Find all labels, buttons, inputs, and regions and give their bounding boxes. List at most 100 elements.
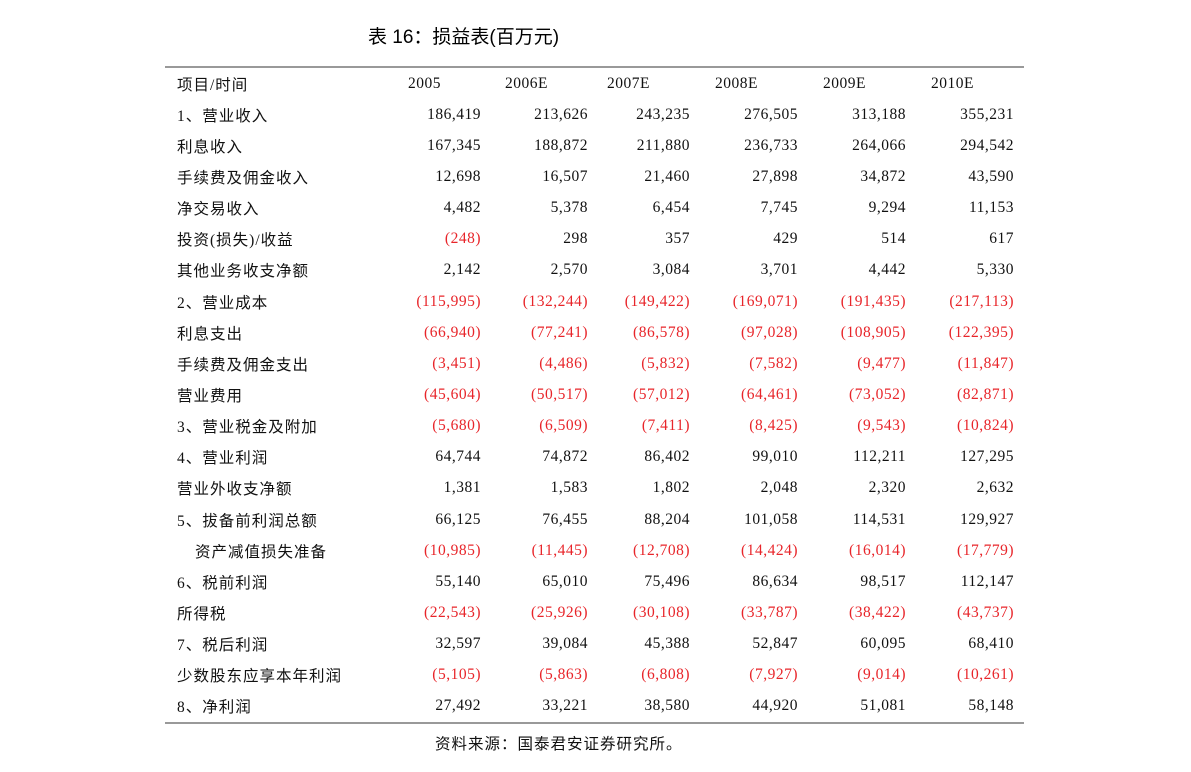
cell-value: 44,920 bbox=[752, 697, 798, 715]
cell-value: 167,345 bbox=[427, 136, 481, 154]
cell-value: 211,880 bbox=[636, 136, 690, 154]
cell-value: 9,294 bbox=[868, 199, 906, 217]
cell-value: (25,926) bbox=[531, 603, 588, 621]
cell-value: (5,863) bbox=[539, 666, 588, 684]
cell-value: 74,872 bbox=[542, 448, 588, 466]
row-label: 1、营业收入 bbox=[177, 107, 269, 125]
cell-value: 76,455 bbox=[542, 510, 588, 528]
row-label: 净交易收入 bbox=[177, 201, 260, 219]
table-row: 资产减值损失准备 (10,985) (11,445) (12,708) (14,424)… bbox=[165, 535, 1024, 566]
cell-value: 112,211 bbox=[853, 448, 906, 466]
cell-value: (43,737) bbox=[957, 603, 1014, 621]
cell-value: (8,425) bbox=[749, 417, 798, 435]
cell-value: (64,461) bbox=[741, 385, 798, 403]
cell-value: 43,590 bbox=[968, 167, 1014, 185]
cell-value: 1,802 bbox=[652, 479, 690, 497]
cell-value: 86,634 bbox=[752, 572, 798, 590]
income-statement-table: 项目/时间 2005 2006E 2007E 2008E 2009E 2010E… bbox=[165, 66, 1024, 724]
cell-value: 51,081 bbox=[860, 697, 906, 715]
cell-value: 264,066 bbox=[852, 136, 906, 154]
cell-value: 3,701 bbox=[760, 261, 798, 279]
cell-value: 2,632 bbox=[976, 479, 1014, 497]
row-label: 7、税后利润 bbox=[177, 637, 269, 655]
cell-value: 33,221 bbox=[542, 697, 588, 715]
row-label: 4、营业利润 bbox=[177, 450, 269, 468]
cell-value: 6,454 bbox=[652, 199, 690, 217]
cell-value: 60,095 bbox=[860, 635, 906, 653]
cell-value: (3,451) bbox=[432, 354, 481, 372]
column-header: 2008E bbox=[715, 74, 758, 92]
cell-value: 2,142 bbox=[443, 261, 481, 279]
cell-value: 429 bbox=[773, 230, 798, 248]
cell-value: 32,597 bbox=[435, 635, 481, 653]
table-title: 表 16：损益表(百万元) bbox=[368, 27, 560, 48]
table-row: 4、营业利润 64,744 74,872 86,402 99,010 112,211 127… bbox=[165, 442, 1024, 473]
cell-value: (5,105) bbox=[432, 666, 481, 684]
table-row: 营业外收支净额 1,381 1,583 1,802 2,048 2,320 2,632 bbox=[165, 473, 1024, 504]
row-label: 利息支出 bbox=[177, 325, 244, 343]
cell-value: (10,261) bbox=[957, 666, 1014, 684]
row-label: 3、营业税金及附加 bbox=[177, 419, 318, 437]
cell-value: 243,235 bbox=[636, 105, 690, 123]
cell-value: (132,244) bbox=[522, 292, 588, 310]
column-header: 2009E bbox=[823, 74, 866, 92]
row-label: 手续费及佣金支出 bbox=[177, 356, 310, 374]
cell-value: (17,779) bbox=[957, 541, 1014, 559]
table-row: 1、营业收入 186,419 213,626 243,235 276,505 313,18… bbox=[165, 99, 1024, 130]
source-note: 资料来源：国泰君安证券研究所。 bbox=[435, 736, 683, 753]
cell-value: (217,113) bbox=[949, 292, 1014, 310]
row-label: 资产减值损失准备 bbox=[195, 543, 328, 561]
row-label: 营业外收支净额 bbox=[177, 481, 293, 499]
table-row: 营业费用 (45,604) (50,517) (57,012) (64,461) (73,… bbox=[165, 379, 1024, 410]
cell-value: 4,442 bbox=[868, 261, 906, 279]
table-row: 净交易收入 4,482 5,378 6,454 7,745 9,294 11,153 bbox=[165, 193, 1024, 224]
cell-value: 101,058 bbox=[744, 510, 798, 528]
cell-value: 186,419 bbox=[427, 105, 481, 123]
cell-value: (7,927) bbox=[749, 666, 798, 684]
cell-value: 99,010 bbox=[752, 448, 798, 466]
table-row: 5、拔备前利润总额 66,125 76,455 88,204 101,058 114,53… bbox=[165, 504, 1024, 535]
cell-value: (9,477) bbox=[857, 354, 906, 372]
cell-value: 2,320 bbox=[868, 479, 906, 497]
cell-value: (5,680) bbox=[432, 417, 481, 435]
cell-value: (16,014) bbox=[849, 541, 906, 559]
cell-value: 1,583 bbox=[550, 479, 588, 497]
cell-value: 617 bbox=[989, 230, 1014, 248]
cell-value: (169,071) bbox=[732, 292, 798, 310]
row-label: 8、净利润 bbox=[177, 699, 252, 717]
cell-value: (6,509) bbox=[539, 417, 588, 435]
column-header: 2010E bbox=[931, 74, 974, 92]
cell-value: 27,492 bbox=[435, 697, 481, 715]
table-row: 投资(损失)/收益 (248) 298 357 429 514 617 bbox=[165, 224, 1024, 255]
column-header: 项目/时间 bbox=[177, 76, 249, 94]
row-label: 利息收入 bbox=[177, 138, 244, 156]
cell-value: 514 bbox=[881, 230, 906, 248]
cell-value: (97,028) bbox=[741, 323, 798, 341]
cell-value: (10,824) bbox=[957, 417, 1014, 435]
row-label: 6、税前利润 bbox=[177, 574, 269, 592]
cell-value: 2,048 bbox=[760, 479, 798, 497]
row-label: 投资(损失)/收益 bbox=[177, 232, 294, 250]
cell-value: 52,847 bbox=[752, 635, 798, 653]
cell-value: 1,381 bbox=[443, 479, 481, 497]
table-row: 少数股东应享本年利润 (5,105) (5,863) (6,808) (7,927) (9… bbox=[165, 660, 1024, 691]
cell-value: (6,808) bbox=[641, 666, 690, 684]
table-row: 其他业务收支净额 2,142 2,570 3,084 3,701 4,442 5,330 bbox=[165, 255, 1024, 286]
table-row: 2、营业成本 (115,995) (132,244) (149,422) (169,07… bbox=[165, 286, 1024, 317]
cell-value: 39,084 bbox=[542, 635, 588, 653]
table-row: 7、税后利润 32,597 39,084 45,388 52,847 60,095 68,4… bbox=[165, 629, 1024, 660]
cell-value: 11,153 bbox=[968, 199, 1014, 217]
cell-value: (10,985) bbox=[424, 541, 481, 559]
table-row: 6、税前利润 55,140 65,010 75,496 86,634 98,517 112,… bbox=[165, 566, 1024, 597]
row-label: 所得税 bbox=[177, 605, 227, 623]
cell-value: 3,084 bbox=[652, 261, 690, 279]
cell-value: 5,378 bbox=[550, 199, 588, 217]
column-header: 2007E bbox=[607, 74, 650, 92]
cell-value: (7,582) bbox=[749, 354, 798, 372]
cell-value: (12,708) bbox=[633, 541, 690, 559]
cell-value: 58,148 bbox=[968, 697, 1014, 715]
cell-value: 34,872 bbox=[860, 167, 906, 185]
cell-value: 55,140 bbox=[435, 572, 481, 590]
cell-value: 127,295 bbox=[960, 448, 1014, 466]
cell-value: (14,424) bbox=[741, 541, 798, 559]
